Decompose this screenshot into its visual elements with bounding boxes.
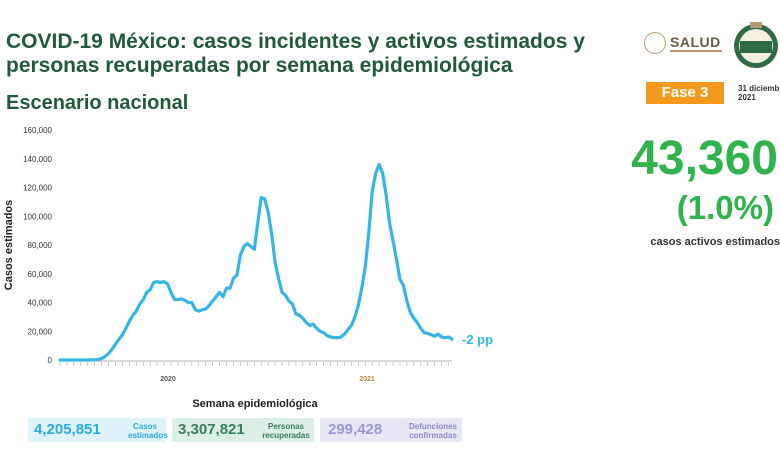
active-cases-value: 43,360 <box>631 132 778 185</box>
page-subtitle: Escenario nacional <box>6 92 189 114</box>
phase-badge: Fase 3 <box>646 82 724 104</box>
y-tick-label: 120,000 <box>23 184 52 193</box>
report-date: 31 diciembre 2021 <box>738 84 780 102</box>
stat-value: 4,205,851 <box>34 421 101 438</box>
y-tick-label: 100,000 <box>23 212 52 221</box>
logo-underline <box>670 50 722 52</box>
salud-logo-text: SALUD <box>670 34 721 50</box>
salud-logo: SALUD <box>644 32 728 56</box>
eagle-seal-icon <box>644 32 666 54</box>
y-tick-label: 80,000 <box>28 241 53 250</box>
y-tick-label: 140,000 <box>23 155 52 164</box>
x-axis-label: Semana epidemiológica <box>192 398 318 410</box>
stat-deaths: 299,428 Defunciones confirmadas <box>320 418 462 442</box>
end-annotation: -2 pp <box>462 332 493 347</box>
stat-label: Personas recuperadas <box>262 422 310 440</box>
stat-value: 3,307,821 <box>178 421 245 438</box>
stat-value: 299,428 <box>328 421 383 438</box>
y-axis: 0 20,000 40,000 60,000 80,000 100,000 120,000 1… <box>23 126 52 365</box>
y-tick-label: 0 <box>48 356 53 365</box>
stat-recovered: 3,307,821 Personas recuperadas <box>172 418 314 442</box>
year-label-2021: 2021 <box>359 376 375 383</box>
y-tick-label: 40,000 <box>28 299 53 308</box>
series-line <box>58 162 454 362</box>
active-cases-label: casos activos estimados <box>650 236 780 248</box>
active-cases-percent: (1.0%) <box>676 189 774 226</box>
year-label-2020: 2020 <box>160 376 176 383</box>
y-tick-label: 160,000 <box>23 126 52 135</box>
y-tick-label: 60,000 <box>28 270 53 279</box>
y-tick-label: 20,000 <box>28 327 53 336</box>
stat-label: Defunciones confirmadas <box>408 422 457 440</box>
page-title: COVID-19 México: casos incidentes y acti… <box>6 30 585 77</box>
stat-estimated-cases: 4,205,851 Casos estimados <box>28 418 168 442</box>
x-axis-ticks <box>59 362 449 366</box>
y-axis-label: Casos estimados <box>3 200 15 290</box>
stat-label: Casos estimados <box>128 422 168 440</box>
year-2021-emblem-icon <box>734 22 778 68</box>
